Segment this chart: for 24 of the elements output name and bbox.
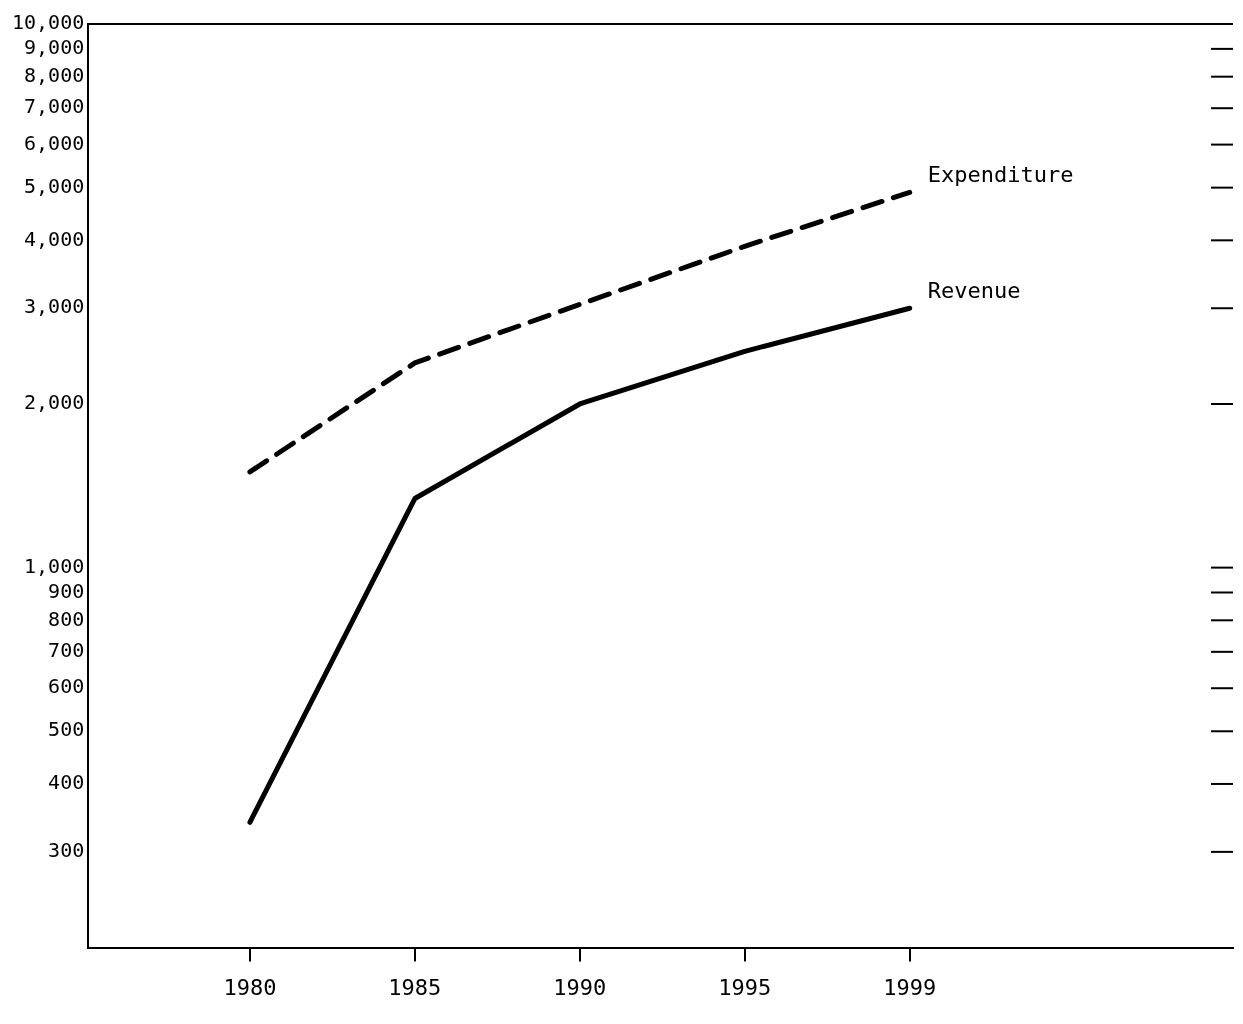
y-tick-label: 400 bbox=[48, 770, 85, 795]
y-tick-label: 1,000 bbox=[24, 553, 85, 578]
x-tick-label: 1999 bbox=[883, 974, 937, 1000]
y-tick-label: 500 bbox=[48, 717, 85, 742]
y-tick-label: 4,000 bbox=[24, 226, 85, 251]
y-tick-label: 800 bbox=[48, 606, 85, 631]
y-tick-label: 300 bbox=[48, 838, 85, 863]
y-tick-label: 10,000 bbox=[12, 10, 85, 35]
y-tick-label: 8,000 bbox=[24, 62, 85, 87]
x-tick-label: 1980 bbox=[223, 974, 277, 1000]
series-label: Expenditure bbox=[927, 162, 1074, 188]
x-tick-label: 1995 bbox=[718, 974, 772, 1000]
y-tick-label: 5,000 bbox=[24, 173, 85, 198]
y-tick-label: 900 bbox=[48, 578, 85, 603]
y-tick-label: 6,000 bbox=[24, 130, 85, 155]
y-tick-label: 9,000 bbox=[24, 35, 85, 60]
y-tick-label: 3,000 bbox=[24, 294, 85, 319]
y-tick-label: 2,000 bbox=[24, 390, 85, 415]
x-tick-label: 1990 bbox=[553, 974, 607, 1000]
series-label: Revenue bbox=[927, 277, 1021, 303]
x-tick-label: 1985 bbox=[388, 974, 442, 1000]
y-tick-label: 600 bbox=[48, 674, 85, 699]
y-tick-label: 7,000 bbox=[24, 94, 85, 119]
y-tick-label: 700 bbox=[48, 638, 85, 663]
